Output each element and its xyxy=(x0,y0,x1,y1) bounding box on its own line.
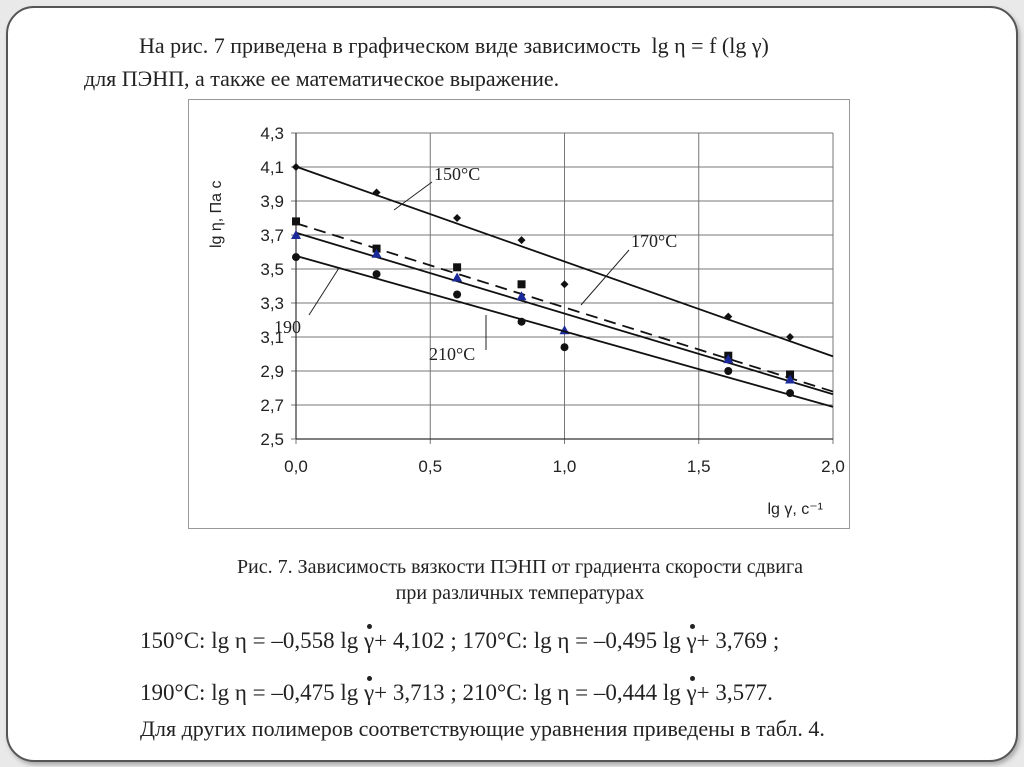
y-tick-label: 3,5 xyxy=(260,260,284,279)
figure-caption-line-2: при различных температурах xyxy=(395,582,645,604)
y-tick-label: 3,3 xyxy=(260,294,284,313)
data-point-triangle xyxy=(452,272,463,282)
x-tick-label: 0,0 xyxy=(284,457,308,476)
y-tick-label: 3,9 xyxy=(260,192,284,211)
data-point-triangle xyxy=(516,291,527,301)
y-tick-label: 3,1 xyxy=(260,328,284,347)
data-point-square xyxy=(453,263,462,272)
gamma-dot: γ xyxy=(363,624,375,653)
gamma-dot: γ xyxy=(686,676,697,705)
gamma-dot: γ xyxy=(686,624,697,653)
equations-line-2: 190°C: lg η = –0,475 lg γ+ 3,713 ; 210°C… xyxy=(140,676,773,705)
y-tick-label: 2,7 xyxy=(260,396,284,415)
data-point-triangle xyxy=(723,354,734,364)
footer-text: Для других полимеров соответствующие ура… xyxy=(140,716,825,741)
data-point-diamond xyxy=(517,236,526,245)
x-tick-label: 2,0 xyxy=(821,457,845,476)
data-point-triangle xyxy=(371,248,382,258)
data-point-circle xyxy=(453,290,462,299)
data-point-diamond xyxy=(724,312,733,321)
data-point-circle xyxy=(786,389,795,398)
data-point-square xyxy=(292,217,300,226)
intro-line-2: для ПЭНП, а также ее математическое выра… xyxy=(84,66,560,91)
data-point-square xyxy=(372,244,381,253)
y-tick-label: 4,1 xyxy=(260,158,284,177)
figure-caption-line-1: Рис. 7. Зависимость вязкости ПЭНП от гра… xyxy=(236,556,804,578)
data-point-circle xyxy=(372,270,381,279)
x-tick-label: 1,5 xyxy=(687,457,711,476)
y-tick-label: 2,9 xyxy=(260,362,284,381)
y-axis-label: lg η, Па с xyxy=(208,180,225,248)
annotation-label: 210°C xyxy=(429,344,475,364)
data-point-diamond xyxy=(292,163,300,171)
data-point-diamond xyxy=(372,188,381,197)
data-point-diamond xyxy=(560,280,569,289)
intro-line-1: На рис. 7 приведена в графическом виде з… xyxy=(139,33,769,58)
data-point-circle xyxy=(292,253,300,262)
chart-frame: 2,5 2,7 2,9 3,1 3,3 3,5 3,7 3,9 4,1 4,3 0,0 0,5 1,0 1… xyxy=(188,99,850,529)
annotation-leader-line xyxy=(393,181,433,211)
viscosity-chart: 2,5 2,7 2,9 3,1 3,3 3,5 3,7 3,9 4,1 4,3 0,0 0,5 1,0 1… xyxy=(208,124,845,518)
equations-line-1: 150°C: lg η = –0,558 lg γ+ 4,102 ; 170°C… xyxy=(140,624,780,653)
annotation-leader-line xyxy=(580,249,630,306)
x-tick-label: 0,5 xyxy=(418,457,442,476)
data-point-square xyxy=(517,280,526,289)
gamma-dot: γ xyxy=(363,676,375,705)
annotation-label: 190 xyxy=(274,317,301,337)
fit-line-210°C xyxy=(295,255,834,408)
data-point-triangle xyxy=(785,374,796,384)
annotation-label: 150°C xyxy=(434,164,480,184)
annotation-leader-line xyxy=(308,267,340,316)
y-tick-label: 4,3 xyxy=(260,124,284,143)
data-point-diamond xyxy=(786,333,795,341)
y-tick-label: 2,5 xyxy=(260,430,284,449)
y-tick-label: 3,7 xyxy=(260,226,284,245)
x-tick-label: 1,0 xyxy=(553,457,577,476)
data-point-circle xyxy=(517,317,526,326)
x-axis-label: lg γ, c⁻¹ xyxy=(767,501,823,518)
fit-line-150°C xyxy=(295,165,834,358)
annotation-label: 170°C xyxy=(631,231,677,251)
fit-line-190°C xyxy=(295,231,834,396)
data-point-square xyxy=(786,370,795,379)
data-point-triangle xyxy=(291,230,301,239)
data-point-diamond xyxy=(453,214,462,222)
intro-formula: lg η = f (lg γ) xyxy=(651,33,769,58)
data-point-circle xyxy=(724,367,733,375)
data-point-circle xyxy=(560,343,569,352)
